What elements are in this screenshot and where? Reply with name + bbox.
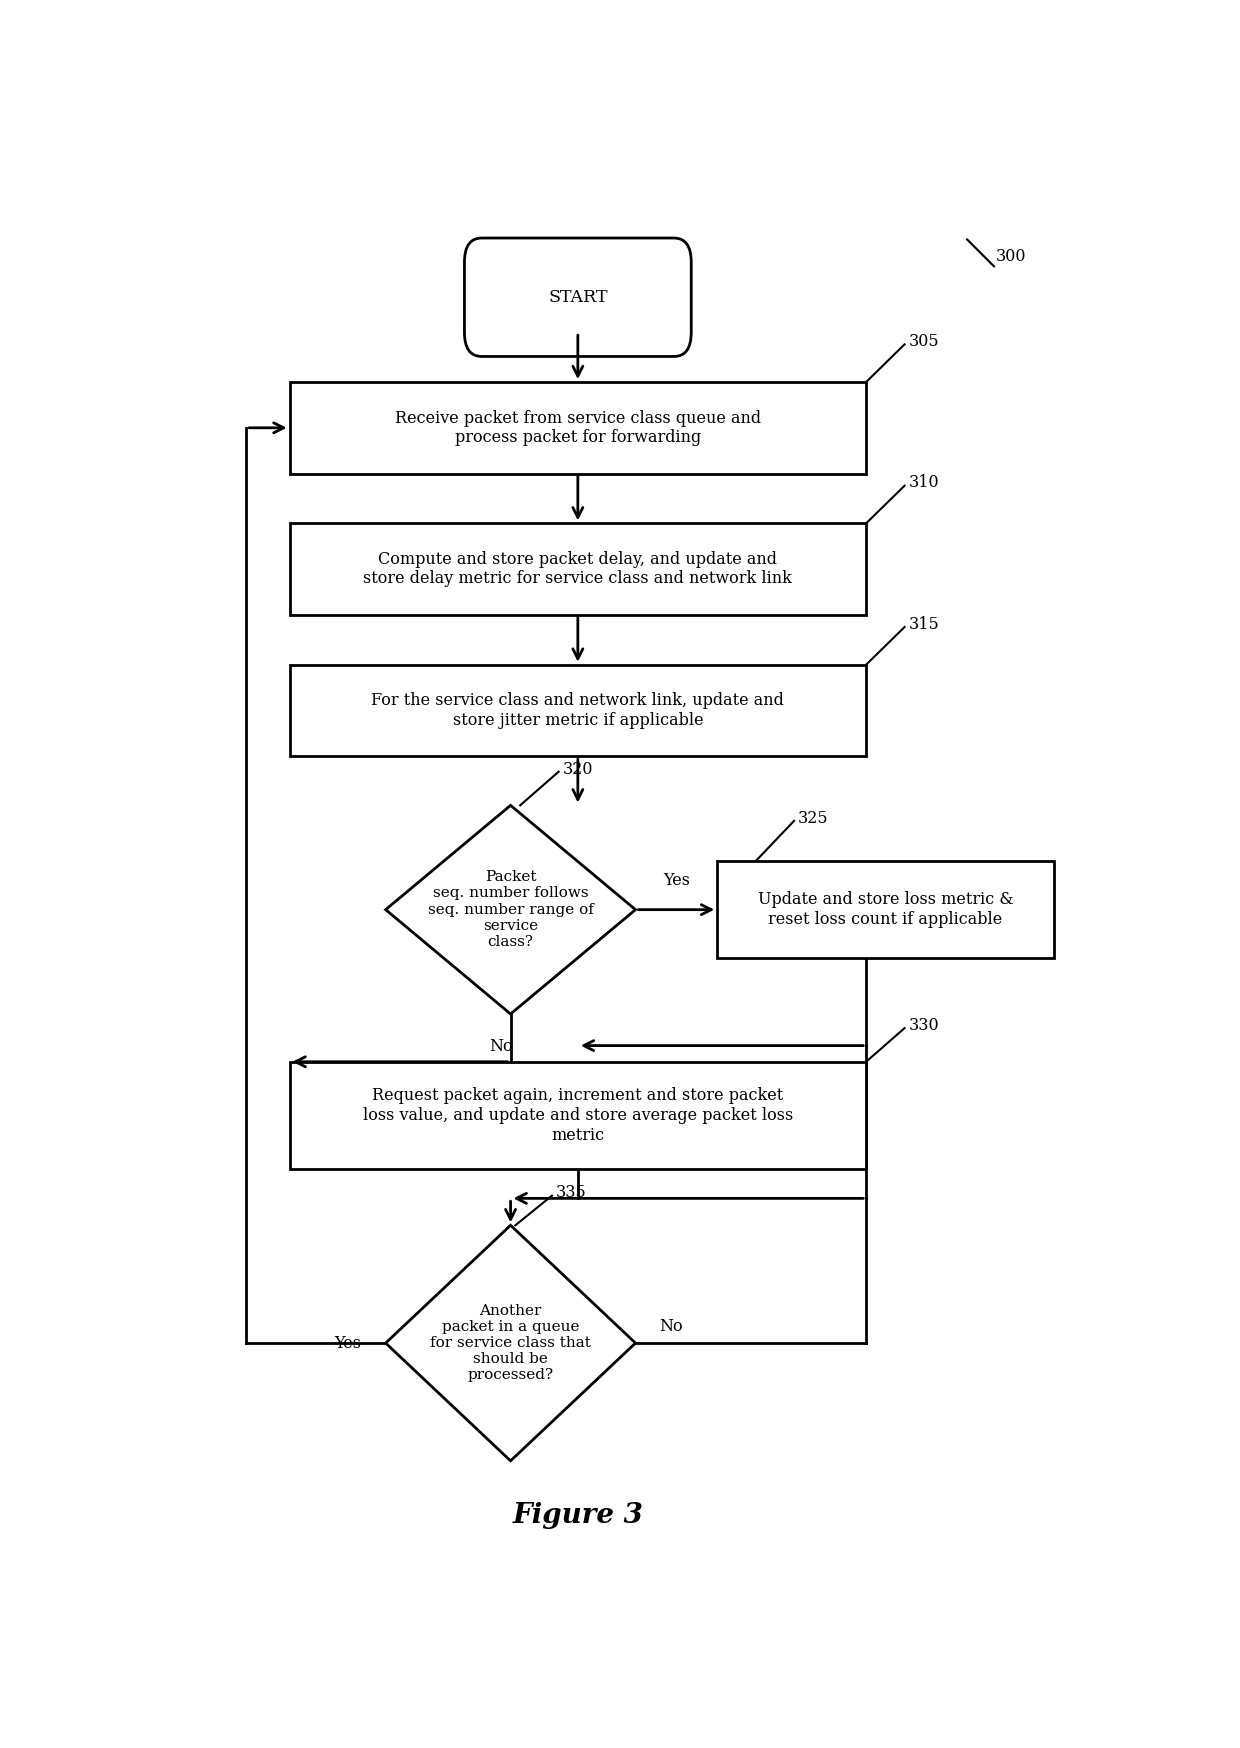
Bar bbox=[290, 383, 867, 474]
Text: Receive packet from service class queue and
process packet for forwarding: Receive packet from service class queue … bbox=[394, 409, 761, 446]
Text: START: START bbox=[548, 288, 608, 306]
Text: 320: 320 bbox=[563, 760, 593, 778]
Bar bbox=[290, 664, 867, 757]
Text: 325: 325 bbox=[797, 809, 828, 827]
Text: 315: 315 bbox=[909, 615, 939, 633]
Text: Update and store loss metric &
reset loss count if applicable: Update and store loss metric & reset los… bbox=[758, 891, 1013, 928]
Text: Figure 3: Figure 3 bbox=[512, 1502, 644, 1530]
Text: 330: 330 bbox=[909, 1017, 939, 1033]
Text: Yes: Yes bbox=[663, 872, 689, 890]
Polygon shape bbox=[386, 1225, 635, 1461]
Text: Request packet again, increment and store packet
loss value, and update and stor: Request packet again, increment and stor… bbox=[363, 1087, 792, 1143]
Text: 335: 335 bbox=[556, 1185, 587, 1201]
Text: Packet
seq. number follows
seq. number range of
service
class?: Packet seq. number follows seq. number r… bbox=[428, 871, 594, 949]
Text: No: No bbox=[489, 1038, 513, 1056]
Text: Another
packet in a queue
for service class that
should be
processed?: Another packet in a queue for service cl… bbox=[430, 1304, 591, 1383]
FancyBboxPatch shape bbox=[465, 238, 691, 357]
Text: No: No bbox=[660, 1318, 683, 1335]
Text: Compute and store packet delay, and update and
store delay metric for service cl: Compute and store packet delay, and upda… bbox=[363, 551, 792, 587]
Text: 310: 310 bbox=[909, 474, 939, 491]
Text: 300: 300 bbox=[996, 248, 1027, 266]
Bar bbox=[717, 862, 1054, 958]
Text: Yes: Yes bbox=[335, 1334, 362, 1351]
Text: For the service class and network link, update and
store jitter metric if applic: For the service class and network link, … bbox=[372, 692, 784, 729]
Text: 305: 305 bbox=[909, 334, 939, 350]
Polygon shape bbox=[386, 806, 635, 1014]
Bar bbox=[290, 523, 867, 615]
Bar bbox=[290, 1061, 867, 1169]
